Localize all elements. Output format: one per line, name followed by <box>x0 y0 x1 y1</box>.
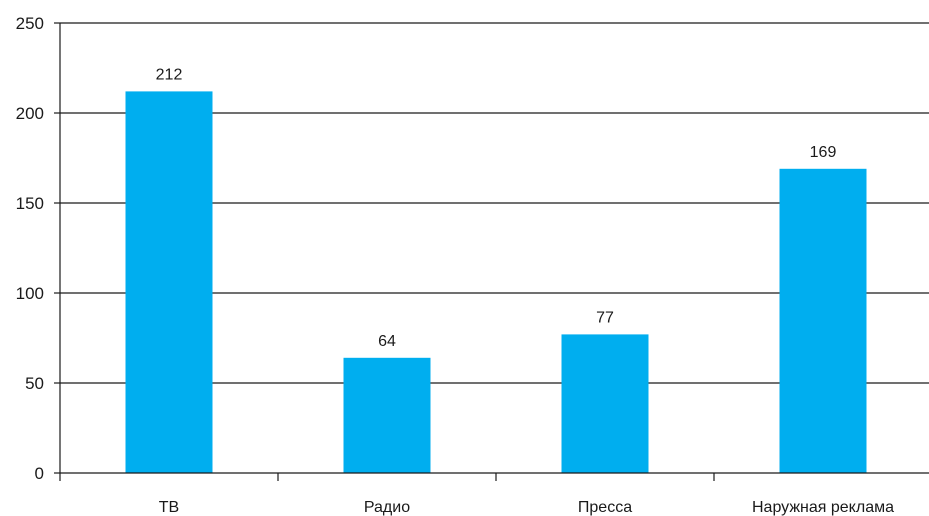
data-label: 169 <box>810 144 837 161</box>
category-label: Пресса <box>578 499 632 516</box>
y-tick-label: 150 <box>16 194 44 213</box>
bars <box>125 91 867 474</box>
category-label: Наружная реклама <box>752 499 894 516</box>
category-label: ТВ <box>159 499 179 516</box>
bar <box>125 91 213 474</box>
y-tick-label: 250 <box>16 14 44 33</box>
y-tick-label: 200 <box>16 104 44 123</box>
data-label: 77 <box>596 309 614 326</box>
bar <box>561 334 649 473</box>
y-tick-label: 0 <box>35 464 44 483</box>
axes <box>54 22 929 481</box>
y-tick-label: 50 <box>25 374 44 393</box>
data-label: 212 <box>156 66 183 83</box>
labels: 0 50 100 150 200 250 212 ТВ 64 Радио 77 Пресса 169 На… <box>16 14 894 516</box>
bar <box>779 168 867 474</box>
y-tick-label: 100 <box>16 284 44 303</box>
data-label: 64 <box>378 333 396 350</box>
category-label: Радио <box>364 499 410 516</box>
bar <box>343 357 431 473</box>
